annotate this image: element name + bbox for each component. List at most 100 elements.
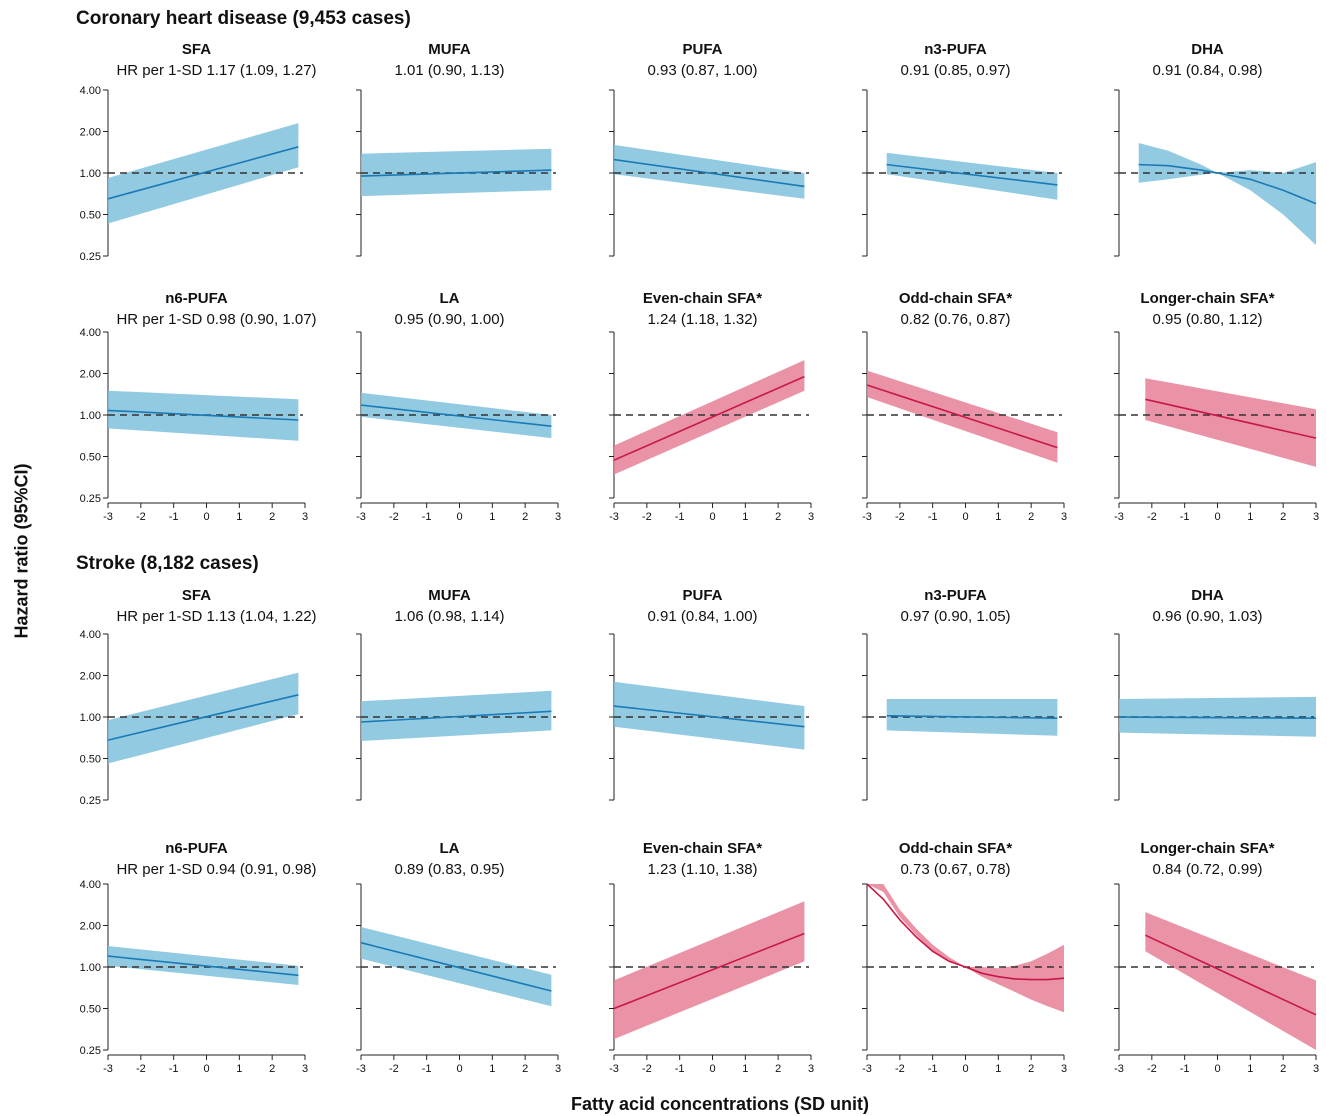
x-tick-label: -3: [609, 1063, 619, 1075]
hazard-ratio-line: [360, 941, 552, 992]
panel-title: Longer-chain SFA*: [1140, 840, 1275, 857]
x-tick-label: -2: [389, 1063, 399, 1075]
panel-10: 4.00 2.00 1.00 0.50 0.25: [80, 629, 303, 807]
panel-hazard-ratio: HR per 1-SD 0.94 (0.91, 0.98): [116, 861, 317, 878]
panel-title: LA: [439, 290, 460, 307]
y-tick-label: 2.00: [80, 921, 101, 933]
hazard-ratio-line: [360, 404, 552, 427]
panel-1: [356, 89, 556, 257]
section-title-chd: Coronary heart disease (9,453 cases): [76, 8, 411, 29]
x-tick-label: 3: [808, 511, 814, 523]
panel-title: Odd-chain SFA*: [898, 840, 1013, 857]
y-tick-label: 1.00: [80, 712, 101, 724]
panel-title: SFA: [181, 587, 212, 604]
x-tick-label: -1: [422, 1063, 432, 1075]
y-tick-label: 2.00: [80, 369, 101, 381]
x-tick-label: -2: [389, 511, 399, 523]
x-tick-label: 1: [1247, 511, 1253, 523]
x-tick-label: -3: [1114, 511, 1124, 523]
hazard-ratio-line: [107, 955, 299, 977]
x-axis-label: Fatty acid concentrations (SD unit): [570, 1094, 870, 1114]
panel-hazard-ratio: 0.91 (0.84, 0.98): [1152, 62, 1263, 79]
hazard-ratio-line: [1118, 716, 1317, 719]
x-tick-label: -2: [1147, 1063, 1157, 1075]
x-tick-label: 2: [1280, 1063, 1286, 1075]
panel-title: Even-chain SFA*: [642, 840, 763, 857]
panel-4: [1114, 89, 1317, 257]
x-tick-label: 1: [742, 1063, 748, 1075]
panel-6: -3 -2 -1 0 1 2 3: [356, 331, 561, 523]
x-tick-label: 3: [302, 1063, 308, 1075]
x-tick-label: 3: [808, 1063, 814, 1075]
x-tick-label: -2: [1147, 511, 1157, 523]
x-tick-label: 2: [775, 1063, 781, 1075]
panel-8: -3 -2 -1 0 1 2 3: [862, 331, 1067, 523]
x-tick-label: 1: [236, 511, 242, 523]
hazard-ratio-line: [107, 694, 299, 741]
panel-title: DHA: [1191, 41, 1224, 58]
y-tick-label: 1.00: [80, 410, 101, 422]
x-tick-label: 2: [269, 1063, 275, 1075]
x-tick-label: 1: [489, 1063, 495, 1075]
panel-14: [1114, 633, 1317, 801]
x-tick-label: -3: [103, 511, 113, 523]
x-tick-label: -3: [862, 511, 872, 523]
x-tick-label: -2: [895, 1063, 905, 1075]
x-tick-label: 1: [236, 1063, 242, 1075]
panel-hazard-ratio: 0.93 (0.87, 1.00): [647, 62, 758, 79]
panel-title: MUFA: [428, 587, 471, 604]
hazard-ratio-line: [360, 710, 552, 723]
x-tick-label: -1: [422, 511, 432, 523]
y-tick-label: 4.00: [80, 629, 101, 641]
hazard-ratio-line: [886, 715, 1058, 719]
hazard-ratio-line: [866, 384, 1058, 449]
panel-hazard-ratio: HR per 1-SD 1.17 (1.09, 1.27): [116, 62, 317, 79]
x-tick-label: -3: [609, 511, 619, 523]
panel-hazard-ratio: 1.24 (1.18, 1.32): [647, 311, 758, 328]
hazard-ratio-line: [613, 932, 805, 1010]
x-tick-label: 3: [1061, 511, 1067, 523]
y-tick-label: 0.50: [80, 452, 101, 464]
panel-title: Longer-chain SFA*: [1140, 290, 1275, 307]
confidence-band: [1138, 143, 1316, 246]
x-tick-label: 3: [302, 511, 308, 523]
x-tick-label: -1: [928, 511, 938, 523]
panel-hazard-ratio: 0.84 (0.72, 0.99): [1152, 861, 1263, 878]
x-tick-label: 1: [995, 1063, 1001, 1075]
panel-5: 4.00 2.00 1.00 0.50 0.25-3 -2 -1 0 1 2 3: [80, 327, 308, 523]
x-tick-label: -1: [928, 1063, 938, 1075]
x-tick-label: 1: [1247, 1063, 1253, 1075]
panel-hazard-ratio: 0.91 (0.84, 1.00): [647, 608, 758, 625]
panel-hazard-ratio: 0.82 (0.76, 0.87): [900, 311, 1011, 328]
hazard-ratio-line: [613, 375, 805, 461]
x-tick-label: -1: [1180, 1063, 1190, 1075]
x-tick-label: 3: [1313, 1063, 1319, 1075]
x-tick-label: 0: [1214, 1063, 1220, 1075]
x-tick-label: -2: [642, 1063, 652, 1075]
y-tick-label: 0.50: [80, 754, 101, 766]
panel-11: [356, 633, 556, 801]
panel-hazard-ratio: 0.91 (0.85, 0.97): [900, 62, 1011, 79]
x-tick-label: 2: [1280, 511, 1286, 523]
panel-title: Odd-chain SFA*: [898, 290, 1013, 307]
x-tick-label: 0: [456, 511, 462, 523]
y-tick-label: 2.00: [80, 127, 101, 139]
panel-2: [609, 89, 809, 257]
panel-16: -3 -2 -1 0 1 2 3: [356, 883, 561, 1075]
y-tick-label: 4.00: [80, 879, 101, 891]
y-tick-label: 1.00: [80, 168, 101, 180]
hazard-ratio-line: [107, 409, 299, 421]
panel-title: n3-PUFA: [924, 41, 987, 58]
hazard-ratio-line: [866, 883, 1065, 981]
x-tick-label: 3: [1313, 511, 1319, 523]
panel-hazard-ratio: 1.01 (0.90, 1.13): [394, 62, 505, 79]
x-tick-label: 2: [1028, 511, 1034, 523]
x-tick-label: 0: [709, 1063, 715, 1075]
panel-15: 4.00 2.00 1.00 0.50 0.25-3 -2 -1 0 1 2 3: [80, 879, 308, 1075]
panel-hazard-ratio: 1.23 (1.10, 1.38): [647, 861, 758, 878]
hazard-ratio-line: [1145, 398, 1317, 439]
x-tick-label: -2: [642, 511, 652, 523]
panel-title: Even-chain SFA*: [642, 290, 763, 307]
x-tick-label: 2: [269, 511, 275, 523]
